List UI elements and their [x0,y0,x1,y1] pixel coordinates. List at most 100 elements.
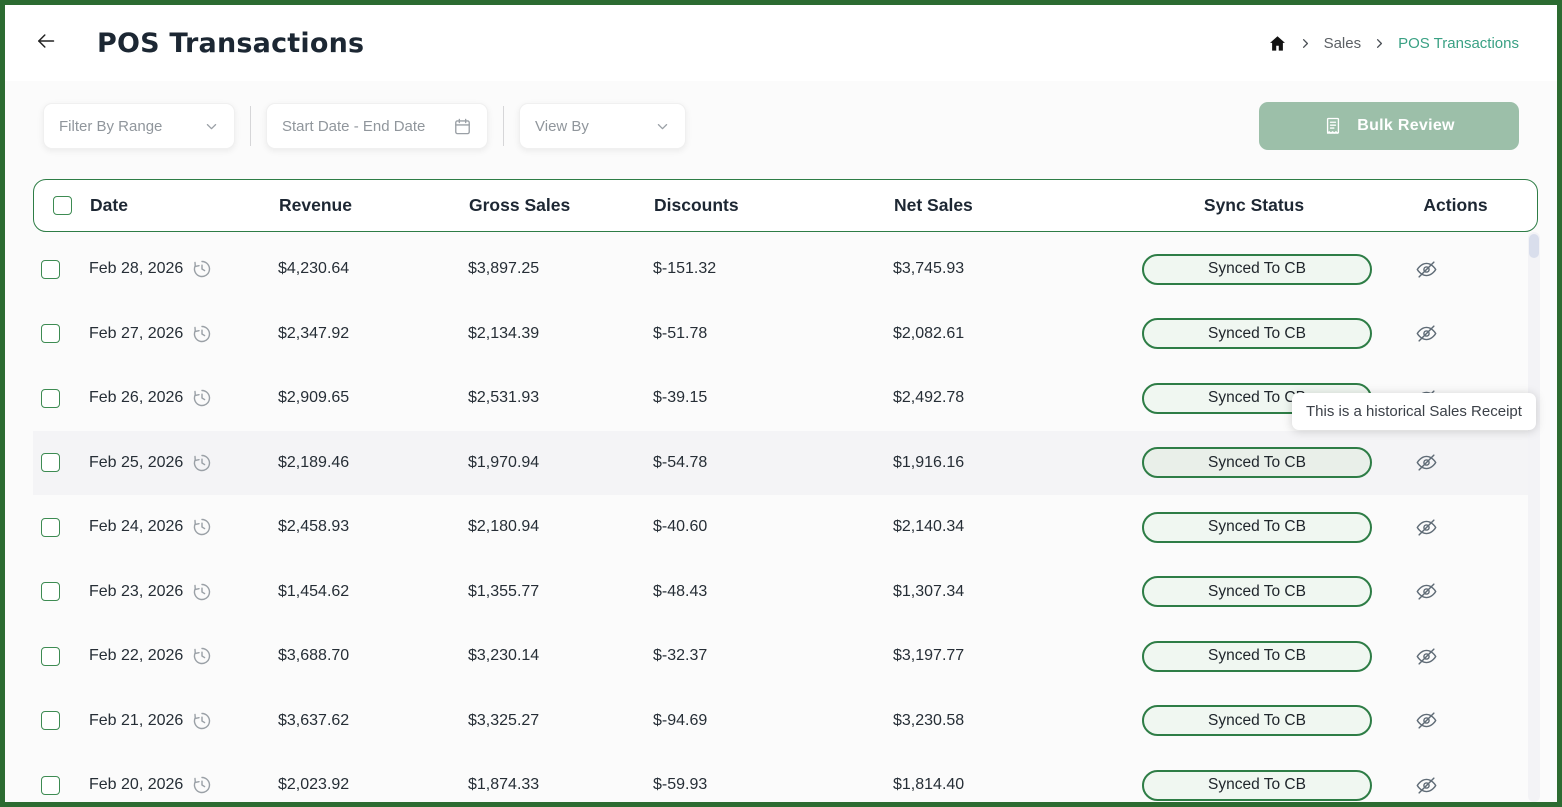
calendar-icon [453,117,472,136]
row-revenue: $2,189.46 [278,453,350,471]
breadcrumb: Sales POS Transactions [1268,34,1519,53]
row-revenue: $1,454.62 [278,582,350,600]
sync-status-badge: Synced To CB [1142,576,1372,608]
chevron-right-icon [1373,37,1386,50]
table-body: Feb 28, 2026 $4,230.64 $3,897.25 $-151.3… [33,237,1538,802]
divider [250,106,251,146]
table-row[interactable]: Feb 22, 2026 $3,688.70 $3,230.14 $-32.37… [33,624,1538,689]
select-all-checkbox[interactable] [53,196,72,215]
sync-status-badge: Synced To CB [1142,769,1372,801]
row-discounts: $-32.37 [653,647,708,665]
divider [503,106,504,146]
row-discounts: $-151.32 [653,260,717,278]
bulk-review-button[interactable]: Bulk Review [1259,102,1519,150]
view-by-dropdown[interactable]: View By [519,103,686,149]
table-row[interactable]: Feb 27, 2026 $2,347.92 $2,134.39 $-51.78… [33,302,1538,367]
breadcrumb-item-pos-transactions: POS Transactions [1398,34,1519,52]
row-gross-sales: $3,325.27 [468,711,540,729]
row-date: Feb 27, 2026 [89,324,184,342]
row-checkbox[interactable] [41,711,60,731]
filter-by-range-dropdown[interactable]: Filter By Range [43,103,235,149]
tooltip: This is a historical Sales Receipt [1292,393,1536,430]
sync-status-badge: Synced To CB [1142,705,1372,737]
table-row[interactable]: Feb 21, 2026 $3,637.62 $3,325.27 $-94.69… [33,689,1538,754]
row-net-sales: $3,197.77 [893,647,965,665]
history-clock-icon [192,453,212,473]
row-date: Feb 24, 2026 [89,518,184,536]
history-clock-icon [192,646,212,666]
eye-off-icon[interactable] [1415,774,1504,797]
column-header-date: Date [90,195,128,215]
row-revenue: $3,637.62 [278,711,350,729]
home-icon[interactable] [1268,34,1287,53]
table-row[interactable]: Feb 28, 2026 $4,230.64 $3,897.25 $-151.3… [33,237,1538,302]
row-checkbox[interactable] [41,646,60,666]
row-discounts: $-51.78 [653,324,708,342]
row-checkbox[interactable] [41,259,60,279]
row-date: Feb 25, 2026 [89,453,184,471]
row-checkbox[interactable] [41,453,60,473]
sync-status-badge: Synced To CB [1142,447,1372,479]
eye-off-icon[interactable] [1415,451,1504,474]
row-discounts: $-94.69 [653,711,708,729]
eye-off-icon[interactable] [1415,322,1504,345]
row-revenue: $2,909.65 [278,389,350,407]
row-checkbox[interactable] [41,324,60,344]
scrollbar-track[interactable] [1528,232,1540,802]
breadcrumb-item-sales[interactable]: Sales [1323,34,1362,52]
row-revenue: $4,230.64 [278,260,350,278]
eye-off-icon[interactable] [1415,709,1504,732]
row-checkbox[interactable] [41,582,60,602]
table-row[interactable]: Feb 23, 2026 $1,454.62 $1,355.77 $-48.43… [33,560,1538,625]
table-row[interactable]: Feb 24, 2026 $2,458.93 $2,180.94 $-40.60… [33,495,1538,560]
date-range-picker[interactable]: Start Date - End Date [266,103,488,149]
row-discounts: $-40.60 [653,518,708,536]
row-gross-sales: $3,230.14 [468,647,540,665]
column-header-actions: Actions [1423,195,1488,215]
row-net-sales: $1,307.34 [893,582,965,600]
date-range-placeholder: Start Date - End Date [282,117,426,135]
table-row[interactable]: Feb 20, 2026 $2,023.92 $1,874.33 $-59.93… [33,753,1538,802]
back-button[interactable] [29,26,63,60]
transactions-table: Date Revenue Gross Sales Discounts Net S… [33,179,1538,802]
row-discounts: $-59.93 [653,776,708,794]
row-gross-sales: $2,180.94 [468,518,540,536]
row-gross-sales: $1,874.33 [468,776,540,794]
table-row[interactable]: Feb 26, 2026 $2,909.65 $2,531.93 $-39.15… [33,366,1538,431]
row-date: Feb 26, 2026 [89,389,184,407]
row-gross-sales: $1,970.94 [468,453,540,471]
eye-off-icon[interactable] [1415,516,1504,539]
row-gross-sales: $2,134.39 [468,324,540,342]
row-gross-sales: $3,897.25 [468,260,540,278]
table-row[interactable]: Feb 25, 2026 $2,189.46 $1,970.94 $-54.78… [33,430,1538,495]
row-revenue: $2,023.92 [278,776,350,794]
history-clock-icon [192,582,212,602]
arrow-left-icon [34,29,58,58]
row-date: Feb 21, 2026 [89,711,184,729]
row-discounts: $-39.15 [653,389,708,407]
chevron-right-icon [1299,37,1312,50]
row-net-sales: $2,082.61 [893,324,965,342]
sync-status-badge: Synced To CB [1142,253,1372,285]
row-checkbox[interactable] [41,517,60,537]
history-clock-icon [192,517,212,537]
row-net-sales: $2,492.78 [893,389,965,407]
scrollbar-thumb[interactable] [1529,234,1539,258]
column-header-sync-status: Sync Status [1203,195,1305,215]
history-clock-icon [192,775,212,795]
row-net-sales: $3,230.58 [893,711,965,729]
row-revenue: $2,347.92 [278,324,350,342]
row-checkbox[interactable] [41,775,60,795]
bulk-review-label: Bulk Review [1357,117,1455,134]
column-header-gross-sales: Gross Sales [469,195,571,215]
sync-status-badge: Synced To CB [1142,640,1372,672]
chevron-down-icon [204,119,219,134]
eye-off-icon[interactable] [1415,645,1504,668]
top-bar: POS Transactions Sales POS Transactions [5,5,1557,81]
eye-off-icon[interactable] [1415,258,1504,281]
row-date: Feb 22, 2026 [89,647,184,665]
row-discounts: $-54.78 [653,453,708,471]
eye-off-icon[interactable] [1415,580,1504,603]
row-net-sales: $1,916.16 [893,453,965,471]
row-checkbox[interactable] [41,388,60,408]
